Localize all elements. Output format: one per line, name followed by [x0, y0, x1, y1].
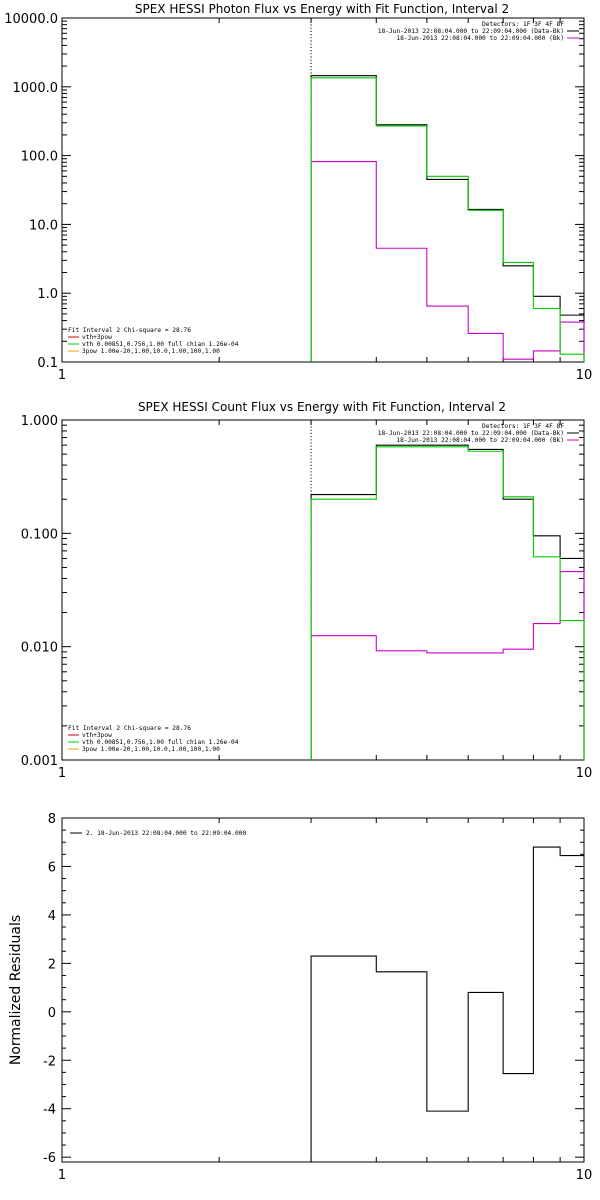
- residuals-x-tick-label: 10: [576, 1168, 593, 1183]
- photon-flux-title: SPEX HESSI Photon Flux vs Energy with Fi…: [135, 2, 509, 16]
- count-flux-y-tick-label: 0.010: [21, 641, 58, 656]
- photon-flux-legend-entry: 18-Jun-2013 22:08:04.000 to 22:09:04.000…: [396, 35, 564, 42]
- residuals-legend-entry: 2. 18-Jun-2013 22:08:04.000 to 22:09:04.…: [86, 830, 246, 837]
- count-flux-legend-entry: 3pow 1.00e-20,1.00,10.0,1.00,100,1.00: [82, 746, 220, 753]
- photon-flux-y-tick-label: 10.0: [29, 218, 58, 233]
- residuals-y-tick-label: 6: [48, 860, 56, 875]
- residuals-y-tick-label: 2: [48, 957, 56, 972]
- count-flux-x-tick-label: 10: [576, 766, 593, 781]
- photon-flux-y-tick-label: 1.0: [37, 287, 58, 302]
- count-flux-series-data-bk: [310, 444, 585, 760]
- photon-flux-y-tick-label: 1000.0: [13, 81, 59, 96]
- photon-flux-y-tick-label: 0.1: [37, 356, 58, 371]
- photon-flux-legend-entry: Detectors: 1F 3F 4F 8F: [482, 21, 564, 28]
- count-flux-legend-entry: vth+3pow: [82, 732, 112, 739]
- count-flux-y-tick-label: 0.100: [21, 527, 58, 542]
- residuals-x-tick-label: 1: [58, 1168, 66, 1183]
- photon-flux-x-tick-label: 10: [576, 368, 593, 383]
- photon-flux-legend-entry: 18-Jun-2013 22:08:04.000 to 22:09:04.000…: [378, 28, 564, 35]
- photon-flux-legend-entry: 3pow 1.00e-20,1.00,10.0,1.00,100,1.00: [82, 348, 220, 355]
- residuals-y-tick-label: -2: [43, 1054, 56, 1069]
- count-flux-legend-entry: Fit Interval 2 Chi-square = 28.76: [68, 725, 191, 732]
- count-flux-legend-entry: Detectors: 1F 3F 4F 8F: [482, 423, 564, 430]
- count-flux-title: SPEX HESSI Count Flux vs Energy with Fit…: [138, 400, 506, 414]
- residuals-y-tick-label: 4: [48, 909, 56, 924]
- count-flux-plot-frame: [61, 419, 585, 761]
- photon-flux-x-tick-label: 1: [58, 368, 66, 383]
- count-flux-y-tick-label: 1.000: [21, 414, 58, 429]
- photon-flux-panel: SPEX HESSI Photon Flux vs Energy with Fi…: [4, 2, 592, 383]
- residuals-y-axis-label: Normalized Residuals: [8, 915, 24, 1065]
- count-flux-x-tick-label: 1: [58, 766, 66, 781]
- residuals-y-tick-label: -6: [43, 1151, 56, 1166]
- photon-flux-series-bk: [310, 160, 585, 362]
- photon-flux-legend-entry: vth+3pow: [82, 334, 112, 341]
- photon-flux-series-vth-0-00851-0-756-1-00-full-chian-1-26e-04: [310, 77, 585, 362]
- photon-flux-y-tick-label: 100.0: [21, 150, 58, 165]
- count-flux-legend-entry: 18-Jun-2013 22:08:04.000 to 22:09:04.000…: [396, 437, 564, 444]
- residuals-series-2-18-jun-2013-22-08-04-000-to-22-09-04-000: [310, 846, 584, 1162]
- photon-flux-plot-frame: [61, 17, 585, 363]
- residuals-y-tick-label: 0: [48, 1006, 56, 1021]
- residuals-panel: Normalized Residuals 1 10 -6 -4 -2 0 2 4 6 8 2. 18…: [8, 812, 592, 1183]
- count-flux-y-tick-label: 0.001: [21, 754, 58, 769]
- count-flux-series-bk: [310, 571, 585, 760]
- count-flux-legend-entry: 18-Jun-2013 22:08:04.000 to 22:09:04.000…: [378, 430, 564, 437]
- photon-flux-y-tick-label: 10000.0: [4, 12, 58, 27]
- photon-flux-legend-entry: Fit Interval 2 Chi-square = 28.76: [68, 327, 191, 334]
- count-flux-legend-entry: vth 0.00851,0.756,1.00 full chian 1.26e-…: [82, 739, 239, 746]
- residuals-y-tick-label: 8: [48, 812, 56, 827]
- count-flux-series-vth-0-00851-0-756-1-00-full-chian-1-26e-04: [310, 446, 585, 760]
- residuals-y-tick-label: -4: [43, 1103, 56, 1118]
- photon-flux-legend-entry: vth 0.00851,0.756,1.00 full chian 1.26e-…: [82, 341, 239, 348]
- photon-flux-series-data-bk: [310, 75, 585, 362]
- residuals-plot-frame: [61, 817, 585, 1163]
- count-flux-panel: SPEX HESSI Count Flux vs Energy with Fit…: [21, 400, 592, 781]
